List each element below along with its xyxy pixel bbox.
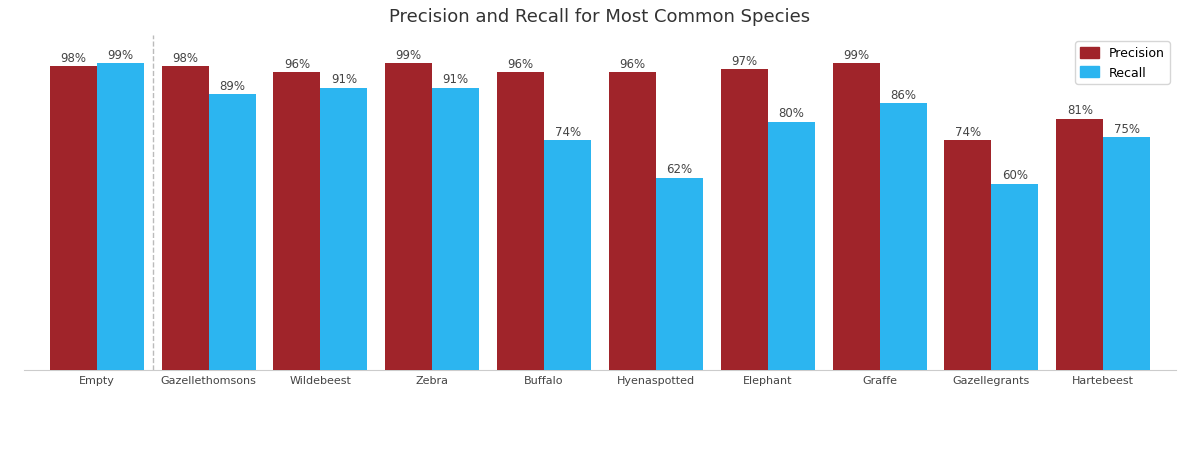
Bar xyxy=(432,88,479,370)
Text: 98%: 98% xyxy=(172,51,198,64)
Bar xyxy=(833,64,880,370)
Bar xyxy=(274,73,320,370)
Text: 62%: 62% xyxy=(666,163,692,176)
Text: 89%: 89% xyxy=(220,79,245,92)
Bar xyxy=(209,95,256,370)
Bar xyxy=(991,184,1038,370)
Text: 60%: 60% xyxy=(1002,169,1028,182)
Bar xyxy=(721,70,768,370)
Bar xyxy=(97,64,144,370)
Bar xyxy=(656,178,703,370)
Bar xyxy=(497,73,544,370)
Text: 75%: 75% xyxy=(1114,123,1140,136)
Bar xyxy=(385,64,432,370)
Bar xyxy=(1103,138,1151,370)
Text: 96%: 96% xyxy=(508,58,534,71)
Text: 91%: 91% xyxy=(443,73,469,86)
Text: 99%: 99% xyxy=(844,48,869,61)
Bar xyxy=(768,123,815,370)
Text: 99%: 99% xyxy=(396,48,422,61)
Text: 99%: 99% xyxy=(107,48,133,61)
Title: Precision and Recall for Most Common Species: Precision and Recall for Most Common Spe… xyxy=(390,8,810,26)
Text: 86%: 86% xyxy=(890,88,916,101)
Text: 96%: 96% xyxy=(284,58,310,71)
Text: 74%: 74% xyxy=(554,126,581,138)
Bar xyxy=(544,141,592,370)
Text: 91%: 91% xyxy=(331,73,356,86)
Bar xyxy=(49,67,97,370)
Bar xyxy=(162,67,209,370)
Text: 98%: 98% xyxy=(60,51,86,64)
Legend: Precision, Recall: Precision, Recall xyxy=(1075,42,1170,84)
Text: 81%: 81% xyxy=(1067,104,1093,117)
Bar xyxy=(944,141,991,370)
Text: 97%: 97% xyxy=(731,55,757,68)
Bar xyxy=(320,88,367,370)
Bar xyxy=(608,73,656,370)
Bar xyxy=(880,104,926,370)
Text: 80%: 80% xyxy=(779,107,804,120)
Text: 74%: 74% xyxy=(955,126,982,138)
Text: 96%: 96% xyxy=(619,58,646,71)
Bar xyxy=(1056,120,1103,370)
